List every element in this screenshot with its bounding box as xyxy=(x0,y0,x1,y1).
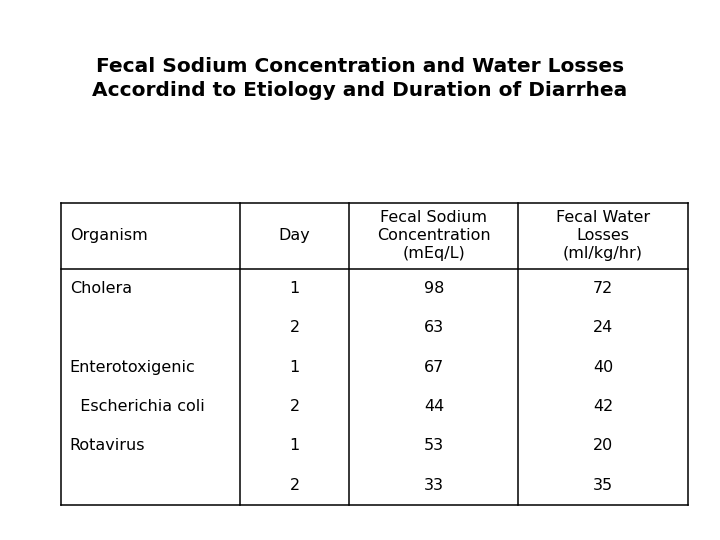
Text: Fecal Water
Losses
(ml/kg/hr): Fecal Water Losses (ml/kg/hr) xyxy=(556,210,650,261)
Text: 44: 44 xyxy=(424,399,444,414)
Text: Fecal Sodium Concentration and Water Losses
Accordind to Etiology and Duration o: Fecal Sodium Concentration and Water Los… xyxy=(92,57,628,100)
Text: 63: 63 xyxy=(424,321,444,335)
Text: 98: 98 xyxy=(424,281,444,296)
Text: Day: Day xyxy=(279,228,310,243)
Text: Escherichia coli: Escherichia coli xyxy=(70,399,204,414)
Text: 35: 35 xyxy=(593,478,613,492)
Text: 72: 72 xyxy=(593,281,613,296)
Text: 2: 2 xyxy=(289,321,300,335)
Text: 2: 2 xyxy=(289,478,300,492)
Text: 40: 40 xyxy=(593,360,613,375)
Text: 1: 1 xyxy=(289,438,300,454)
Text: Rotavirus: Rotavirus xyxy=(70,438,145,454)
Text: Fecal Sodium
Concentration
(mEq/L): Fecal Sodium Concentration (mEq/L) xyxy=(377,210,491,261)
Text: Enterotoxigenic: Enterotoxigenic xyxy=(70,360,196,375)
Text: 24: 24 xyxy=(593,321,613,335)
Text: 1: 1 xyxy=(289,281,300,296)
Text: 67: 67 xyxy=(424,360,444,375)
Text: 33: 33 xyxy=(424,478,444,492)
Text: 20: 20 xyxy=(593,438,613,454)
Text: Cholera: Cholera xyxy=(70,281,132,296)
Text: 42: 42 xyxy=(593,399,613,414)
Text: 1: 1 xyxy=(289,360,300,375)
Text: 53: 53 xyxy=(424,438,444,454)
Text: Organism: Organism xyxy=(70,228,148,243)
Text: 2: 2 xyxy=(289,399,300,414)
